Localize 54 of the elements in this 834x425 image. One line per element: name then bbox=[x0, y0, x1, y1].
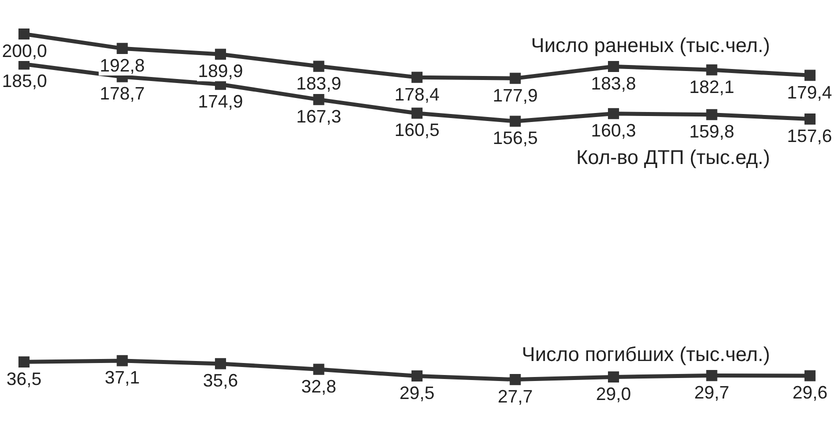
data-label: 160,3 bbox=[590, 120, 636, 141]
data-label: 29,7 bbox=[694, 382, 730, 403]
point bbox=[18, 28, 30, 40]
data-label: 178,4 bbox=[394, 84, 440, 104]
point bbox=[608, 108, 620, 120]
data-label: 189,9 bbox=[198, 61, 244, 82]
point bbox=[116, 42, 128, 54]
data-label: 179,4 bbox=[786, 82, 832, 102]
data-label: 160,5 bbox=[394, 120, 440, 140]
data-label: 174,9 bbox=[198, 91, 244, 112]
data-label: 185,0 bbox=[2, 71, 48, 92]
data-label: 159,8 bbox=[689, 122, 734, 142]
series-label: Число погибших (тыс.чел.) bbox=[522, 344, 770, 366]
data-label: 157,6 bbox=[786, 126, 832, 146]
point bbox=[214, 358, 226, 370]
data-label: 35,6 bbox=[202, 370, 238, 391]
point bbox=[510, 374, 521, 386]
data-label: 183,8 bbox=[590, 73, 636, 94]
series-label: Кол-во ДТП (тыс.ед.) bbox=[576, 147, 770, 170]
data-label: 29,6 bbox=[792, 382, 828, 403]
point bbox=[313, 94, 324, 106]
point bbox=[313, 60, 324, 72]
data-label: 29,0 bbox=[596, 384, 632, 404]
point bbox=[510, 116, 521, 127]
series-label: Число раненых (тыс.чел.) bbox=[531, 35, 770, 58]
data-label: 183,9 bbox=[296, 73, 342, 94]
data-label: 192,8 bbox=[100, 55, 145, 76]
point bbox=[608, 60, 620, 72]
point bbox=[804, 370, 816, 382]
data-label: 36,5 bbox=[6, 368, 42, 389]
point bbox=[804, 114, 816, 125]
data-label: 27,7 bbox=[498, 386, 533, 407]
point bbox=[411, 72, 423, 83]
data-label: 182,1 bbox=[689, 76, 734, 97]
point bbox=[706, 370, 718, 382]
point bbox=[18, 356, 30, 368]
data-label: 29,5 bbox=[399, 382, 435, 403]
point bbox=[706, 109, 718, 120]
point bbox=[706, 64, 718, 76]
point bbox=[411, 108, 423, 119]
data-label: 177,9 bbox=[492, 85, 538, 106]
point bbox=[411, 370, 423, 382]
data-label: 200,0 bbox=[2, 40, 48, 61]
data-label: 156,5 bbox=[492, 128, 538, 148]
data-label: 32,8 bbox=[301, 376, 336, 396]
data-label: 167,3 bbox=[296, 106, 342, 127]
data-label: 178,7 bbox=[100, 84, 145, 104]
point bbox=[804, 70, 816, 81]
point bbox=[214, 48, 226, 60]
point bbox=[510, 72, 521, 84]
point bbox=[313, 364, 324, 375]
point bbox=[608, 371, 620, 382]
point bbox=[116, 355, 128, 366]
data-label: 37,1 bbox=[104, 368, 140, 388]
